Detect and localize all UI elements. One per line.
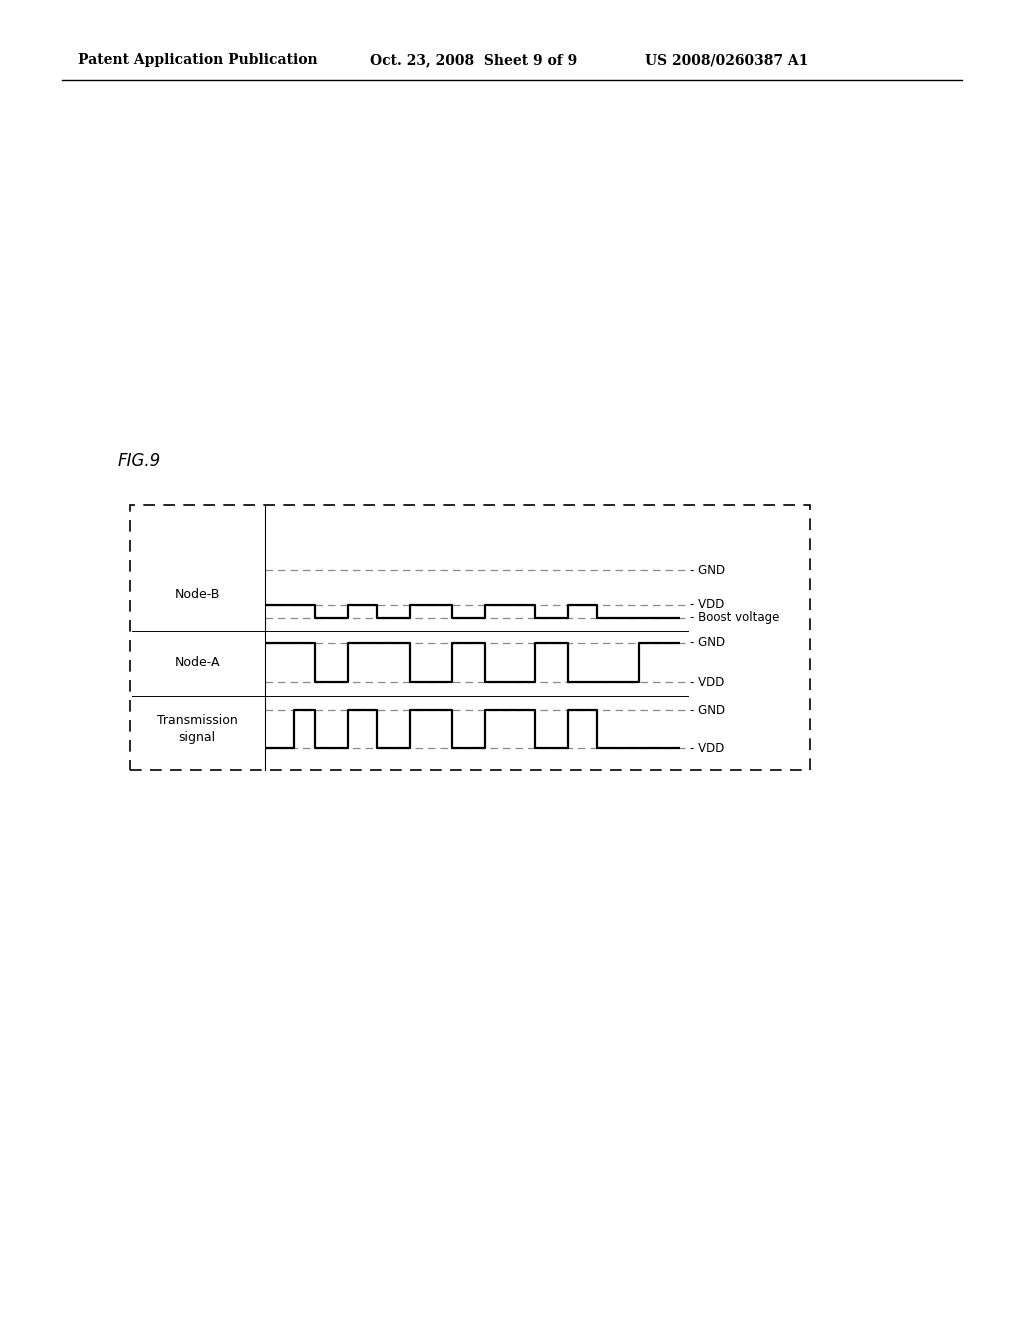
- Text: - VDD: - VDD: [690, 598, 724, 611]
- Text: Transmission
signal: Transmission signal: [157, 714, 238, 743]
- Text: Node-A: Node-A: [174, 656, 220, 669]
- Bar: [130, 506, 810, 770]
- Text: - Boost voltage: - Boost voltage: [690, 611, 779, 624]
- Text: - VDD: - VDD: [690, 676, 724, 689]
- Text: FIG.9: FIG.9: [118, 451, 161, 470]
- Text: Node-B: Node-B: [174, 587, 220, 601]
- Text: - VDD: - VDD: [690, 742, 724, 755]
- Text: - GND: - GND: [690, 704, 725, 717]
- Text: US 2008/0260387 A1: US 2008/0260387 A1: [645, 53, 808, 67]
- Text: - GND: - GND: [690, 564, 725, 577]
- Text: Patent Application Publication: Patent Application Publication: [78, 53, 317, 67]
- Text: Oct. 23, 2008  Sheet 9 of 9: Oct. 23, 2008 Sheet 9 of 9: [370, 53, 578, 67]
- Text: - GND: - GND: [690, 636, 725, 649]
